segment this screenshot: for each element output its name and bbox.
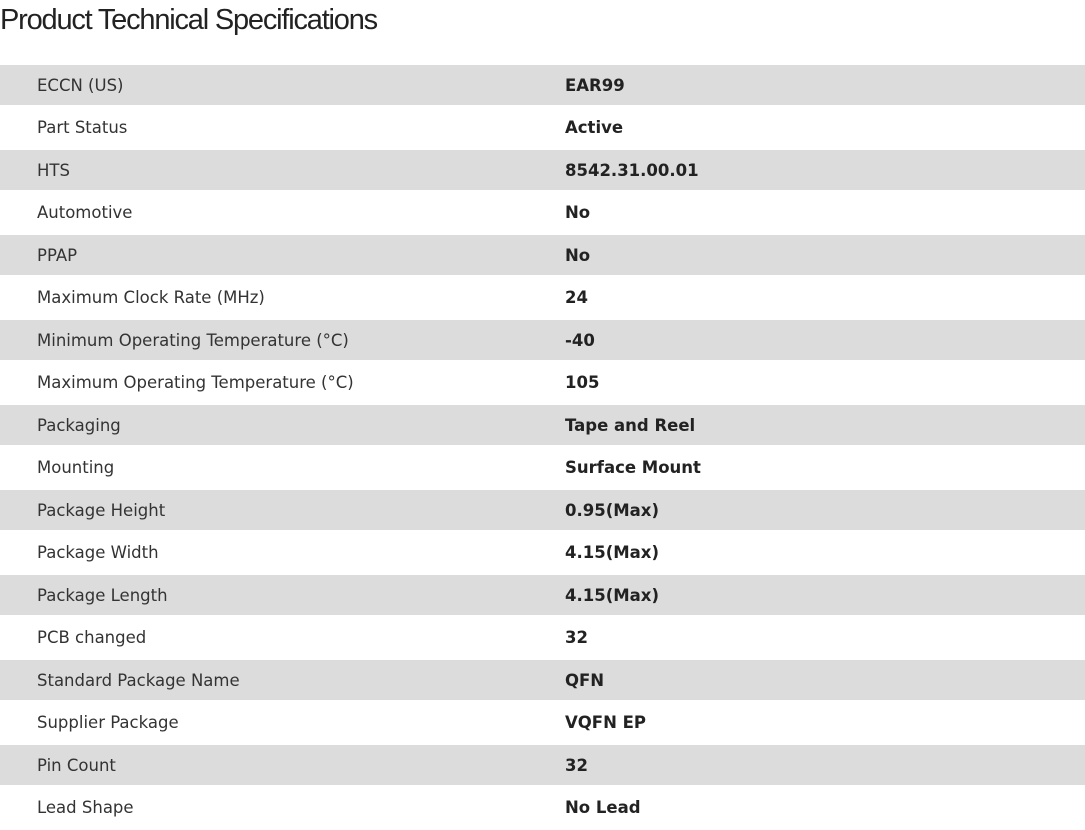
table-row: Pin Count 32: [0, 745, 1085, 785]
spec-label: Automotive: [37, 203, 133, 222]
spec-label: Package Height: [37, 500, 166, 520]
table-row: Supplier Package VQFN EP: [0, 700, 1085, 745]
spec-value: VQFN EP: [565, 713, 646, 732]
table-row: Packaging Tape and Reel: [0, 405, 1085, 445]
table-row: PCB changed 32: [0, 615, 1085, 660]
spec-value: 105: [565, 373, 600, 392]
table-row: Maximum Clock Rate (MHz) 24: [0, 275, 1085, 320]
table-row: Automotive No: [0, 190, 1085, 235]
spec-value: 0.95(Max): [565, 500, 659, 520]
page-title: Product Technical Specifications: [0, 4, 378, 36]
spec-label: HTS: [37, 160, 70, 180]
spec-value: 32: [565, 628, 588, 647]
table-row: ECCN (US) EAR99: [0, 65, 1085, 105]
spec-value: 8542.31.00.01: [565, 160, 699, 180]
spec-value: No: [565, 245, 591, 265]
spec-value: 32: [565, 755, 588, 775]
spec-value: -40: [565, 330, 595, 350]
spec-value: Active: [565, 118, 624, 137]
spec-value: Tape and Reel: [565, 415, 696, 435]
table-row: Maximum Operating Temperature (°C) 105: [0, 360, 1085, 405]
table-row: HTS 8542.31.00.01: [0, 150, 1085, 190]
table-row: Package Height 0.95(Max): [0, 490, 1085, 530]
spec-label: Part Status: [37, 118, 128, 137]
table-row: Minimum Operating Temperature (°C) -40: [0, 320, 1085, 360]
spec-value: No Lead: [565, 798, 641, 817]
spec-label: Maximum Clock Rate (MHz): [37, 288, 265, 307]
spec-label: PCB changed: [37, 628, 147, 647]
spec-label: Mounting: [37, 458, 115, 477]
spec-label: Minimum Operating Temperature (°C): [37, 330, 349, 350]
spec-value: No: [565, 203, 591, 222]
spec-value: QFN: [565, 670, 605, 690]
spec-value: 4.15(Max): [565, 543, 659, 562]
spec-label: Packaging: [37, 415, 121, 435]
table-row: Lead Shape No Lead: [0, 785, 1085, 830]
spec-label: PPAP: [37, 245, 78, 265]
spec-value: 24: [565, 288, 588, 307]
table-row: Mounting Surface Mount: [0, 445, 1085, 490]
spec-label: Standard Package Name: [37, 670, 240, 690]
table-row: Package Width 4.15(Max): [0, 530, 1085, 575]
spec-label: Supplier Package: [37, 713, 179, 732]
spec-label: Pin Count: [37, 755, 116, 775]
table-row: Package Length 4.15(Max): [0, 575, 1085, 615]
table-row: Standard Package Name QFN: [0, 660, 1085, 700]
spec-label: Lead Shape: [37, 798, 134, 817]
spec-value: EAR99: [565, 75, 625, 95]
spec-label: Package Length: [37, 585, 168, 605]
table-row: PPAP No: [0, 235, 1085, 275]
specs-table: ECCN (US) EAR99 Part Status Active HTS 8542.3…: [0, 65, 1085, 830]
table-row: Part Status Active: [0, 105, 1085, 150]
spec-value: Surface Mount: [565, 458, 701, 477]
spec-label: Package Width: [37, 543, 159, 562]
spec-label: ECCN (US): [37, 75, 124, 95]
spec-label: Maximum Operating Temperature (°C): [37, 373, 354, 392]
spec-value: 4.15(Max): [565, 585, 659, 605]
